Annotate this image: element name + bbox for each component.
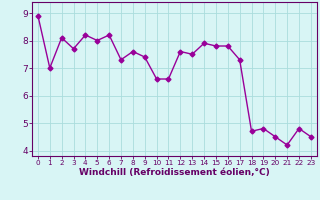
X-axis label: Windchill (Refroidissement éolien,°C): Windchill (Refroidissement éolien,°C) [79, 168, 270, 177]
